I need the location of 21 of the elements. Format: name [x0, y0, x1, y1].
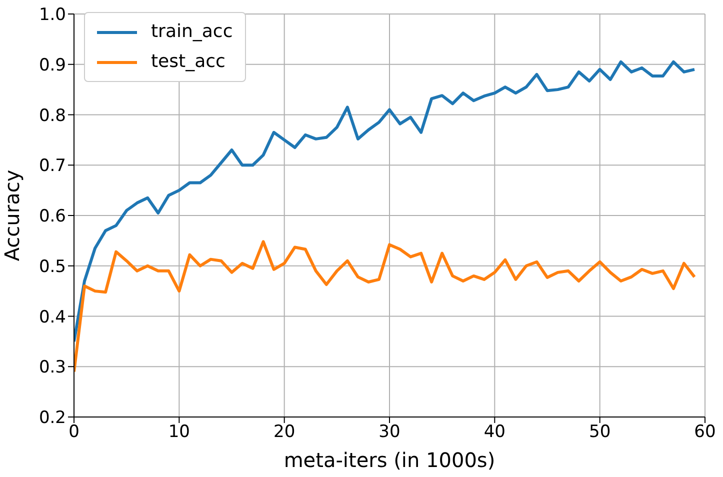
line-series — [74, 240, 696, 374]
y-tick-label: 0.3 — [38, 358, 66, 378]
x-tick-label: 50 — [589, 422, 611, 442]
y-axis-title: Accuracy — [0, 170, 24, 262]
x-tick-label: 60 — [694, 422, 716, 442]
y-tick-label: 0.9 — [38, 55, 66, 76]
x-axis-title: meta-iters (in 1000s) — [284, 448, 496, 472]
x-tick-label: 40 — [484, 422, 506, 442]
y-tick-label: 0.2 — [38, 408, 66, 428]
x-tick-label: 10 — [168, 422, 190, 442]
y-tick-label: 0.6 — [38, 206, 66, 227]
y-tick-label: 0.5 — [38, 256, 66, 277]
legend-label: test_acc — [151, 50, 226, 74]
x-tick-label: 20 — [274, 422, 296, 442]
x-tick-label: 0 — [68, 422, 80, 442]
y-tick-label: 0.4 — [38, 307, 66, 328]
y-tick-label: 1.0 — [38, 5, 66, 26]
legend-label: train_acc — [151, 20, 233, 44]
x-tick-label: 30 — [378, 422, 400, 442]
y-tick-label: 0.7 — [38, 156, 66, 176]
y-tick-label: 0.8 — [38, 106, 66, 126]
